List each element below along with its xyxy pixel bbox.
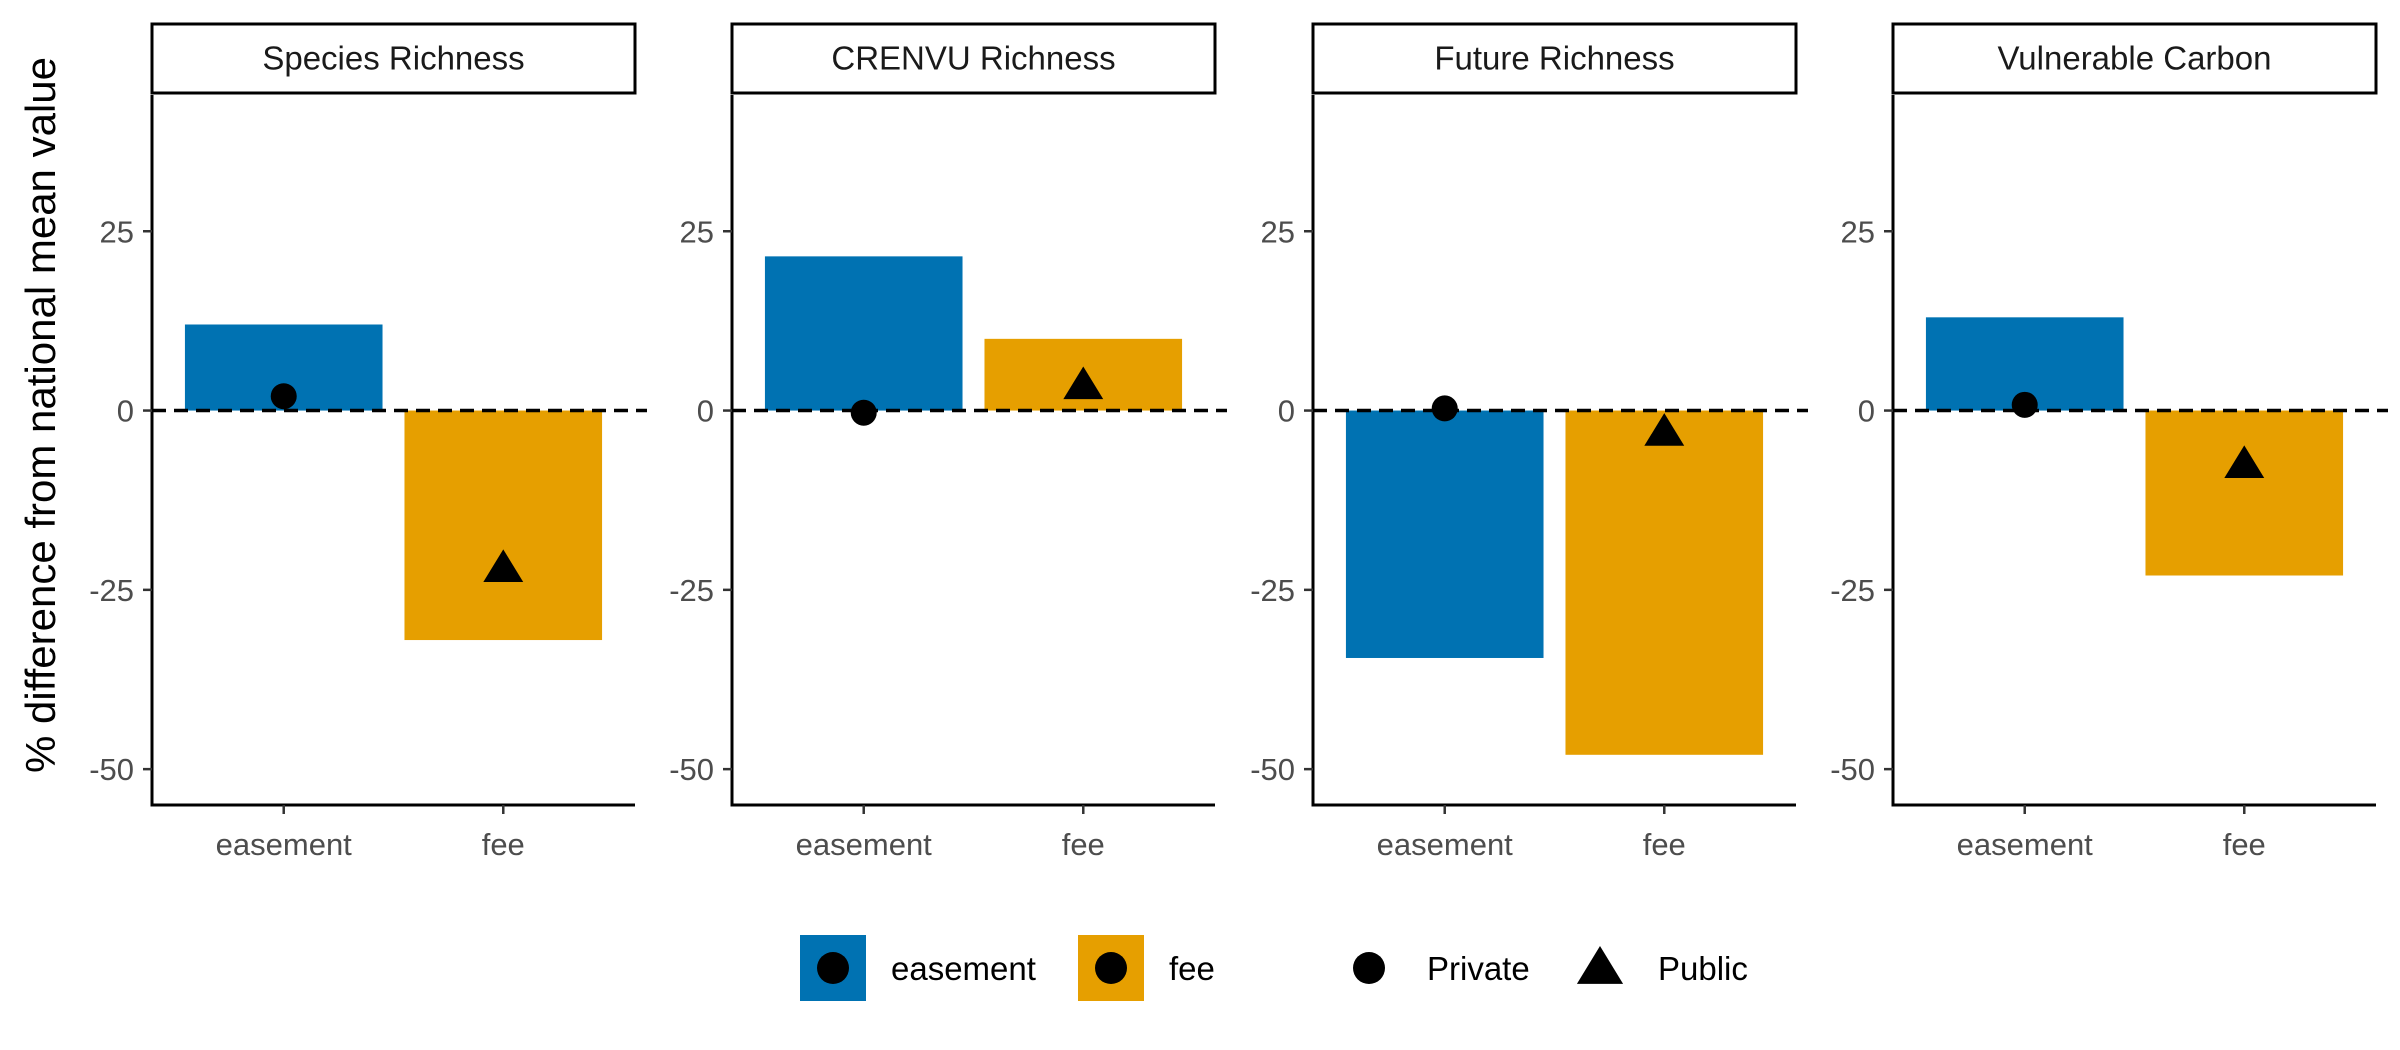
point-private (1431, 395, 1458, 422)
legend-item-fee: fee (1078, 935, 1215, 1001)
y-tick-label: 0 (697, 394, 714, 429)
y-tick-label: 0 (117, 394, 134, 429)
y-tick-label: -25 (1830, 573, 1875, 608)
point-public (2224, 445, 2265, 479)
y-tick-label: -25 (89, 573, 134, 608)
strip-box (150, 22, 637, 95)
strip-title: Species Richness (262, 40, 524, 77)
facet-panel-3: Future Richness -50 -25 0 25 easement fee (1250, 22, 1808, 862)
y-tick-label: -25 (1250, 573, 1295, 608)
point-public (1644, 413, 1685, 446)
bar-fee (404, 410, 603, 641)
y-tick-label: -50 (1250, 752, 1295, 787)
facet-panel-4: Vulnerable Carbon -50 -25 0 25 easement fee (1830, 22, 2388, 862)
legend-key-point (1095, 952, 1127, 984)
point-public (483, 549, 524, 583)
y-tick-label: 25 (1261, 214, 1295, 249)
x-tick-label: fee (1643, 827, 1686, 862)
y-tick-label: 25 (1841, 214, 1875, 249)
legend-circle-icon (1353, 952, 1385, 984)
y-tick-label: -50 (1830, 752, 1875, 787)
y-tick-label: 25 (100, 214, 134, 249)
y-tick-label: 0 (1858, 394, 1875, 429)
facet-panel-1: Species Richness -50 -25 0 25 easement fee (89, 22, 647, 862)
x-tick-label: easement (796, 827, 933, 862)
point-private (270, 383, 297, 410)
y-tick-label: 0 (1278, 394, 1295, 429)
x-tick-label: fee (1062, 827, 1105, 862)
point-private (850, 399, 877, 426)
bar-fee (2145, 410, 2344, 576)
legend-label: fee (1169, 950, 1215, 987)
legend-triangle-icon (1576, 946, 1624, 984)
x-tick-label: fee (482, 827, 525, 862)
strip-title: Vulnerable Carbon (1998, 40, 2272, 77)
legend-item-easement: easement (800, 935, 1036, 1001)
legend-item-private: Private (1353, 950, 1530, 987)
bar-fee (1565, 410, 1764, 755)
legend-item-public: Public (1576, 946, 1748, 987)
y-axis-title: % difference from national mean value (17, 57, 64, 773)
bar-easement (764, 256, 963, 411)
y-tick-label: -50 (669, 752, 714, 787)
legend-key-point (817, 952, 849, 984)
x-tick-label: easement (1957, 827, 2094, 862)
strip-title: CRENVU Richness (831, 40, 1115, 77)
strip-box (1891, 22, 2378, 95)
y-tick-label: 25 (680, 214, 714, 249)
y-tick-label: -50 (89, 752, 134, 787)
point-public (1063, 366, 1104, 400)
strip-box (730, 22, 1217, 95)
legend-label: easement (891, 950, 1036, 987)
x-tick-label: easement (1377, 827, 1514, 862)
facet-panel-2: CRENVU Richness -50 -25 0 25 easement fee (669, 22, 1227, 862)
bar-easement (1345, 410, 1544, 658)
strip-box (1311, 22, 1798, 95)
legend-label: Public (1658, 950, 1748, 987)
strip-title: Future Richness (1434, 40, 1674, 77)
x-tick-label: easement (216, 827, 353, 862)
legend: easement fee Private Public (800, 935, 1748, 1001)
point-private (2011, 391, 2038, 418)
legend-label: Private (1427, 950, 1530, 987)
x-tick-label: fee (2223, 827, 2266, 862)
y-tick-label: -25 (669, 573, 714, 608)
